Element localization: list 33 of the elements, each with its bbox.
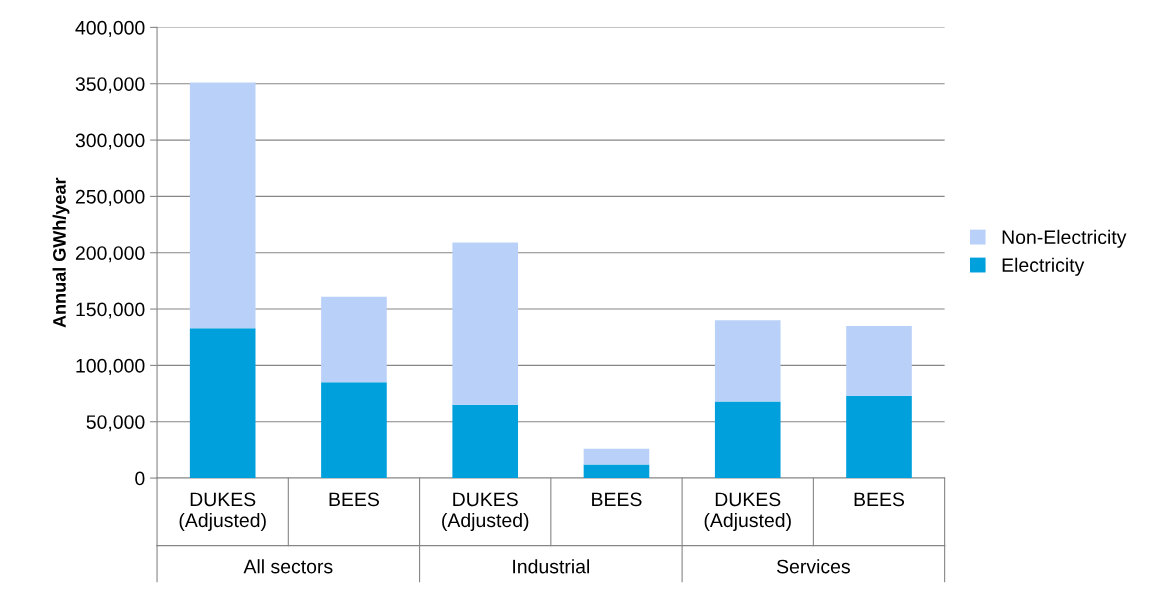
y-tick-label: 200,000 — [75, 246, 145, 263]
bar — [321, 382, 387, 479]
bar — [452, 242, 519, 405]
bar — [714, 401, 781, 479]
bar — [189, 328, 256, 479]
legend-label: Non-Electricity — [1002, 229, 1127, 248]
y-tick-label: 300,000 — [75, 133, 145, 150]
y-tick-label: 0 — [135, 471, 145, 486]
y-tick-label: 50,000 — [86, 415, 145, 432]
x-tick-label: BEES — [854, 492, 905, 507]
bar — [583, 464, 650, 479]
bar — [189, 82, 256, 329]
x-tick-label: BEES — [592, 492, 642, 507]
bar — [846, 325, 912, 396]
bar — [321, 296, 387, 383]
text: Services — [776, 559, 850, 574]
y-tick-label: 400,000 — [75, 20, 145, 37]
y-tick-label: 250,000 — [75, 189, 145, 206]
y-axis-title: Annual GWh/year — [52, 177, 70, 328]
x-tick-label: BEES — [329, 492, 379, 507]
y-tick-label: 150,000 — [76, 302, 145, 319]
x-tick-label: DUKES (Adjusted) — [442, 492, 529, 532]
x-tick-label: DUKES (Adjusted) — [704, 492, 791, 532]
bar — [452, 404, 519, 479]
y-tick-label: 100,000 — [76, 358, 145, 375]
bar — [583, 448, 650, 465]
legend-label: Electricity — [1002, 257, 1085, 276]
text: Industrial — [513, 559, 589, 574]
text: All sectors — [243, 559, 333, 574]
bar — [846, 395, 912, 479]
x-tick-label: DUKES (Adjusted) — [179, 492, 266, 532]
y-tick-label: 350,000 — [75, 77, 145, 94]
bar — [714, 320, 781, 402]
